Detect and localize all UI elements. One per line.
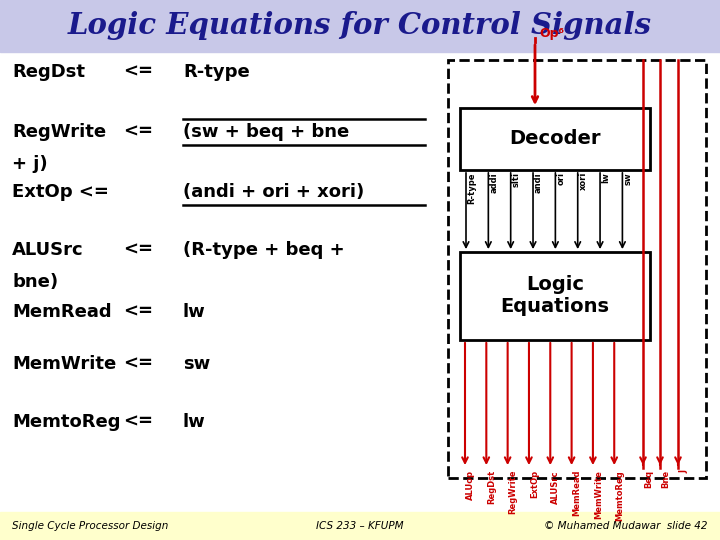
Text: + j): + j) xyxy=(12,155,48,173)
Text: RegWrite: RegWrite xyxy=(508,470,518,515)
Bar xyxy=(0,512,720,540)
Text: xori: xori xyxy=(579,172,588,191)
Text: MemRead: MemRead xyxy=(572,470,582,516)
Text: RegDst: RegDst xyxy=(12,63,85,81)
Text: Logic Equations for Control Signals: Logic Equations for Control Signals xyxy=(68,11,652,40)
Text: Single Cycle Processor Design: Single Cycle Processor Design xyxy=(12,521,168,531)
Text: <=: <= xyxy=(123,413,153,431)
Text: slti: slti xyxy=(512,172,521,187)
Text: ExtOp: ExtOp xyxy=(530,470,539,498)
Text: RegDst: RegDst xyxy=(487,470,496,504)
Text: <=: <= xyxy=(123,355,153,373)
Text: lw: lw xyxy=(183,413,206,431)
Bar xyxy=(460,252,650,340)
Text: MemtoReg: MemtoReg xyxy=(615,470,624,521)
Text: <=: <= xyxy=(123,303,153,321)
Text: © Muhamed Mudawar  slide 42: © Muhamed Mudawar slide 42 xyxy=(544,521,708,531)
Text: (sw + beq + bne: (sw + beq + bne xyxy=(183,123,349,141)
Text: ALUop: ALUop xyxy=(466,470,475,500)
Text: addi: addi xyxy=(490,172,498,193)
Bar xyxy=(448,60,706,478)
Text: Bne: Bne xyxy=(661,470,670,488)
Text: RegWrite: RegWrite xyxy=(12,123,106,141)
Text: sw: sw xyxy=(624,172,632,185)
Text: bne): bne) xyxy=(12,273,58,291)
Text: sw: sw xyxy=(183,355,210,373)
Text: Logic
Equations: Logic Equations xyxy=(500,275,610,316)
Text: ALUSrc: ALUSrc xyxy=(12,241,84,259)
Text: <=: <= xyxy=(123,123,153,141)
Text: <=: <= xyxy=(123,63,153,81)
Text: <=: <= xyxy=(123,241,153,259)
Text: ICS 233 – KFUPM: ICS 233 – KFUPM xyxy=(316,521,404,531)
Text: R-type: R-type xyxy=(467,172,476,204)
Text: R-type: R-type xyxy=(183,63,250,81)
Text: lw: lw xyxy=(601,172,610,183)
Text: (R-type + beq +: (R-type + beq + xyxy=(183,241,345,259)
Text: Beq: Beq xyxy=(644,470,653,488)
Text: MemWrite: MemWrite xyxy=(12,355,116,373)
Text: MemRead: MemRead xyxy=(12,303,112,321)
Text: lw: lw xyxy=(183,303,206,321)
Text: (andi + ori + xori): (andi + ori + xori) xyxy=(183,183,364,201)
Bar xyxy=(0,0,720,52)
Bar xyxy=(460,108,650,170)
Text: J: J xyxy=(679,470,688,473)
Text: ExtOp <=: ExtOp <= xyxy=(12,183,109,201)
Text: MemWrite: MemWrite xyxy=(594,470,603,519)
Text: ori: ori xyxy=(557,172,565,185)
Text: MemtoReg: MemtoReg xyxy=(12,413,120,431)
Text: Op⁶: Op⁶ xyxy=(539,27,564,40)
Text: Decoder: Decoder xyxy=(509,130,600,148)
Text: ALUSrc: ALUSrc xyxy=(552,470,560,503)
Text: andi: andi xyxy=(534,172,543,193)
